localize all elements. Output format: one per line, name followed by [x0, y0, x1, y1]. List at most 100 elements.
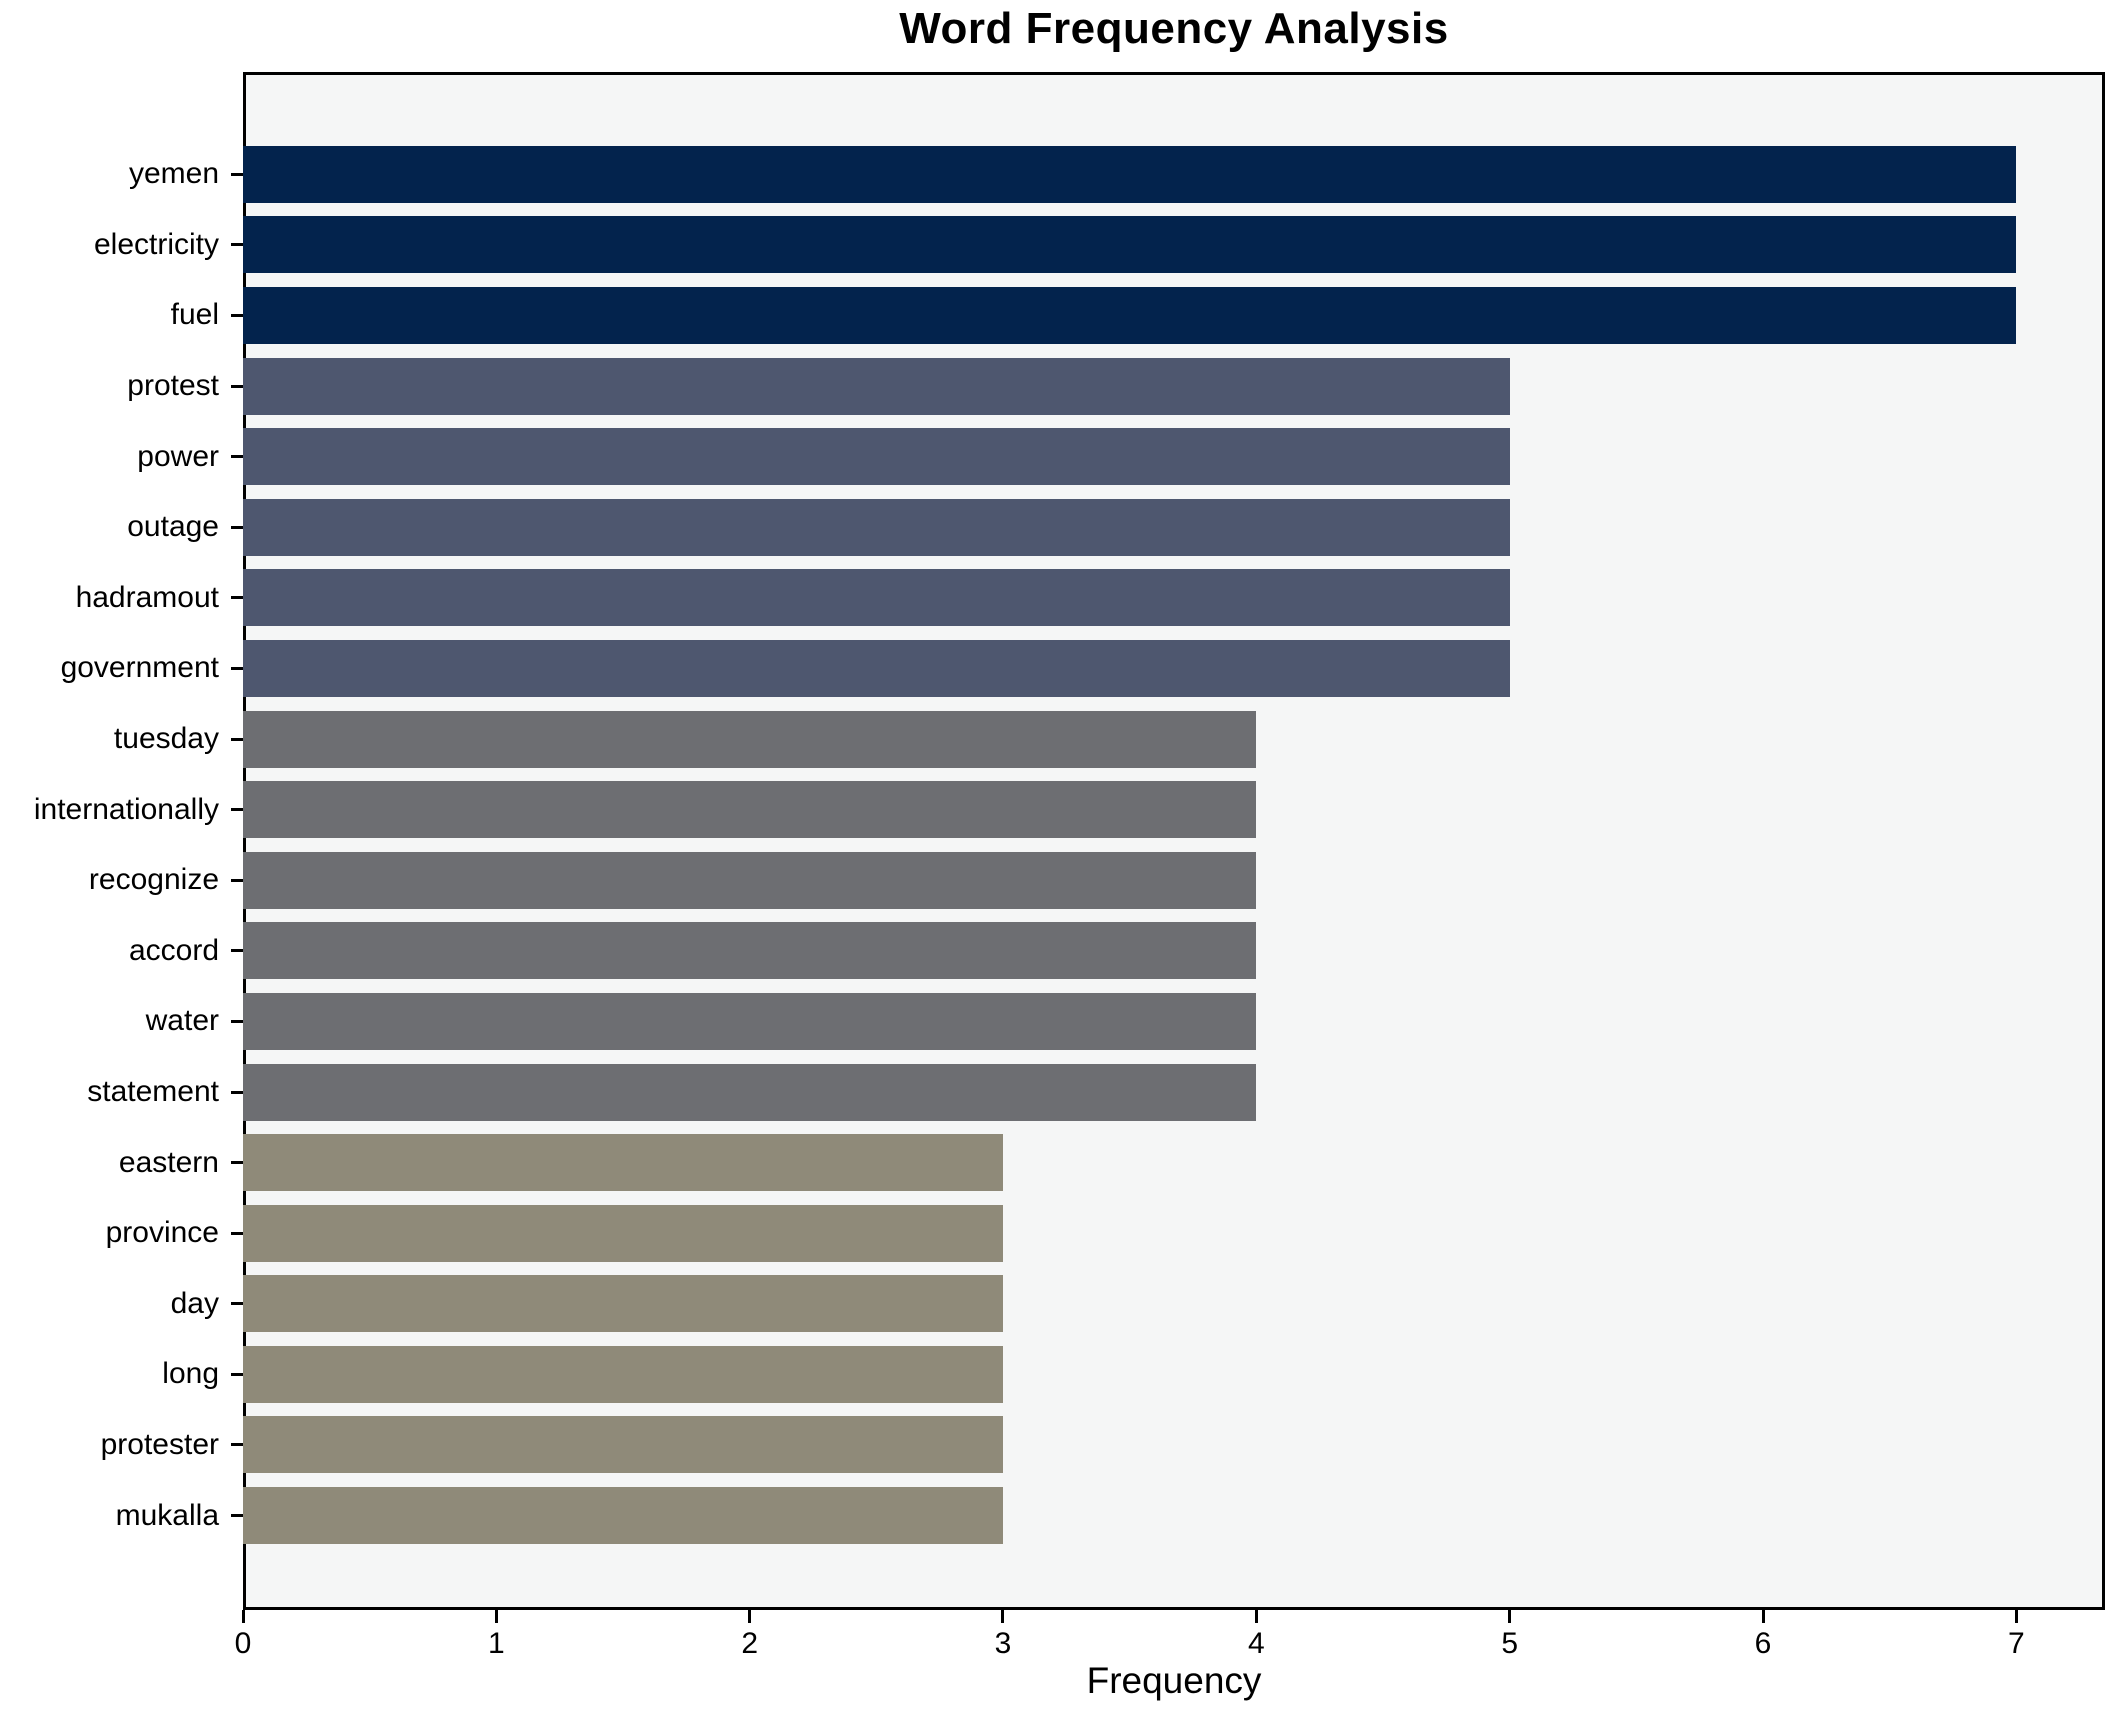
frequency-bar [243, 1134, 1003, 1192]
y-axis-label: accord [128, 933, 219, 967]
y-axis-label: mukalla [115, 1498, 219, 1532]
bar-row: day [0, 1269, 2105, 1340]
y-tick-mark [231, 243, 243, 247]
bar-zone [243, 428, 2105, 486]
frequency-bar [243, 357, 1510, 415]
x-tick-label: 7 [2007, 1627, 2025, 1660]
bar-zone [243, 357, 2105, 415]
bar-row: recognize [0, 845, 2105, 916]
y-axis-label: eastern [118, 1145, 219, 1179]
y-axis-label: outage [127, 510, 219, 544]
y-tick-mark [231, 1514, 243, 1518]
x-tick-mark [1254, 1610, 1258, 1623]
bar-zone [243, 922, 2105, 980]
bar-zone [243, 781, 2105, 839]
y-tick-mark [231, 525, 243, 529]
frequency-bar [243, 216, 2017, 274]
x-tick-mark [1001, 1610, 1005, 1623]
x-axis-ticks: 0 1 2 3 4 5 6 7 [235, 1610, 2105, 1672]
y-tick-mark [231, 596, 243, 600]
bar-row: protester [0, 1410, 2105, 1481]
bar-row: long [0, 1339, 2105, 1410]
bar-zone [243, 1063, 2105, 1121]
frequency-bar [243, 639, 1510, 697]
y-tick-mark [231, 1161, 243, 1165]
bar-zone [243, 569, 2105, 627]
bar-zone [243, 216, 2105, 274]
y-tick-mark [231, 1019, 243, 1023]
x-tick-label: 2 [741, 1627, 758, 1660]
x-tick-label: 5 [1501, 1627, 1518, 1660]
y-axis-label: power [137, 439, 219, 473]
y-axis-label: water [145, 1004, 219, 1038]
frequency-bar [243, 145, 2017, 203]
frequency-bar [243, 922, 1257, 980]
bar-zone [243, 710, 2105, 768]
bar-row: outage [0, 492, 2105, 563]
bars-region: yemen electricity fuel protest power outage ha… [0, 139, 2105, 1551]
frequency-bar [243, 428, 1510, 486]
x-tick-mark [748, 1610, 752, 1623]
y-tick-mark [231, 384, 243, 388]
bar-row: yemen [0, 139, 2105, 210]
x-tick-label: 3 [994, 1627, 1012, 1660]
y-tick-mark [231, 1302, 243, 1306]
bar-row: power [0, 421, 2105, 492]
x-tick-label: 1 [487, 1627, 505, 1660]
chart-title: Word Frequency Analysis [899, 4, 1449, 53]
y-axis-label: protest [127, 369, 219, 403]
x-tick-label: 6 [1754, 1627, 1772, 1660]
bar-zone [243, 1134, 2105, 1192]
y-tick-mark [231, 878, 243, 882]
bar-zone [243, 1345, 2105, 1403]
y-axis-label: statement [87, 1075, 219, 1109]
y-tick-mark [231, 737, 243, 741]
y-axis-label: province [105, 1216, 219, 1250]
bar-row: statement [0, 1057, 2105, 1128]
frequency-bar [243, 992, 1257, 1050]
y-tick-mark [231, 666, 243, 670]
y-axis-label: yemen [128, 157, 219, 191]
y-tick-mark [231, 949, 243, 953]
bar-zone [243, 286, 2105, 344]
y-axis-label: protester [100, 1427, 219, 1461]
bar-zone [243, 1275, 2105, 1333]
y-axis-label: long [162, 1357, 219, 1391]
y-tick-mark [231, 808, 243, 812]
x-tick-mark [241, 1610, 245, 1623]
y-axis-label: government [60, 651, 219, 685]
y-tick-mark [231, 1090, 243, 1094]
bar-zone [243, 498, 2105, 556]
frequency-bar [243, 569, 1510, 627]
bar-row: fuel [0, 280, 2105, 351]
y-axis-label: fuel [170, 298, 219, 332]
bar-row: water [0, 986, 2105, 1057]
x-axis-title: Frequency [1086, 1660, 1262, 1701]
bar-row: tuesday [0, 704, 2105, 775]
frequency-bar [243, 710, 1257, 768]
bar-zone [243, 992, 2105, 1050]
bar-row: province [0, 1198, 2105, 1269]
frequency-bar [243, 498, 1510, 556]
y-axis-label: internationally [33, 792, 219, 826]
bar-row: protest [0, 351, 2105, 422]
bar-row: eastern [0, 1127, 2105, 1198]
bar-row: mukalla [0, 1480, 2105, 1551]
bar-row: hadramout [0, 563, 2105, 634]
y-axis-label: hadramout [75, 580, 219, 614]
x-tick-mark [1761, 1610, 1765, 1623]
y-tick-mark [231, 1443, 243, 1447]
y-axis-label: recognize [88, 863, 219, 897]
y-axis-label: tuesday [113, 722, 219, 756]
x-tick-label: 0 [234, 1627, 252, 1660]
frequency-bar [243, 1487, 1003, 1545]
y-tick-mark [231, 455, 243, 459]
bar-row: electricity [0, 210, 2105, 281]
frequency-bar [243, 1275, 1003, 1333]
x-tick-mark [2014, 1610, 2018, 1623]
frequency-bar [243, 1345, 1003, 1403]
bar-zone [243, 1204, 2105, 1262]
frequency-bar [243, 781, 1257, 839]
y-axis-label: day [170, 1286, 219, 1320]
